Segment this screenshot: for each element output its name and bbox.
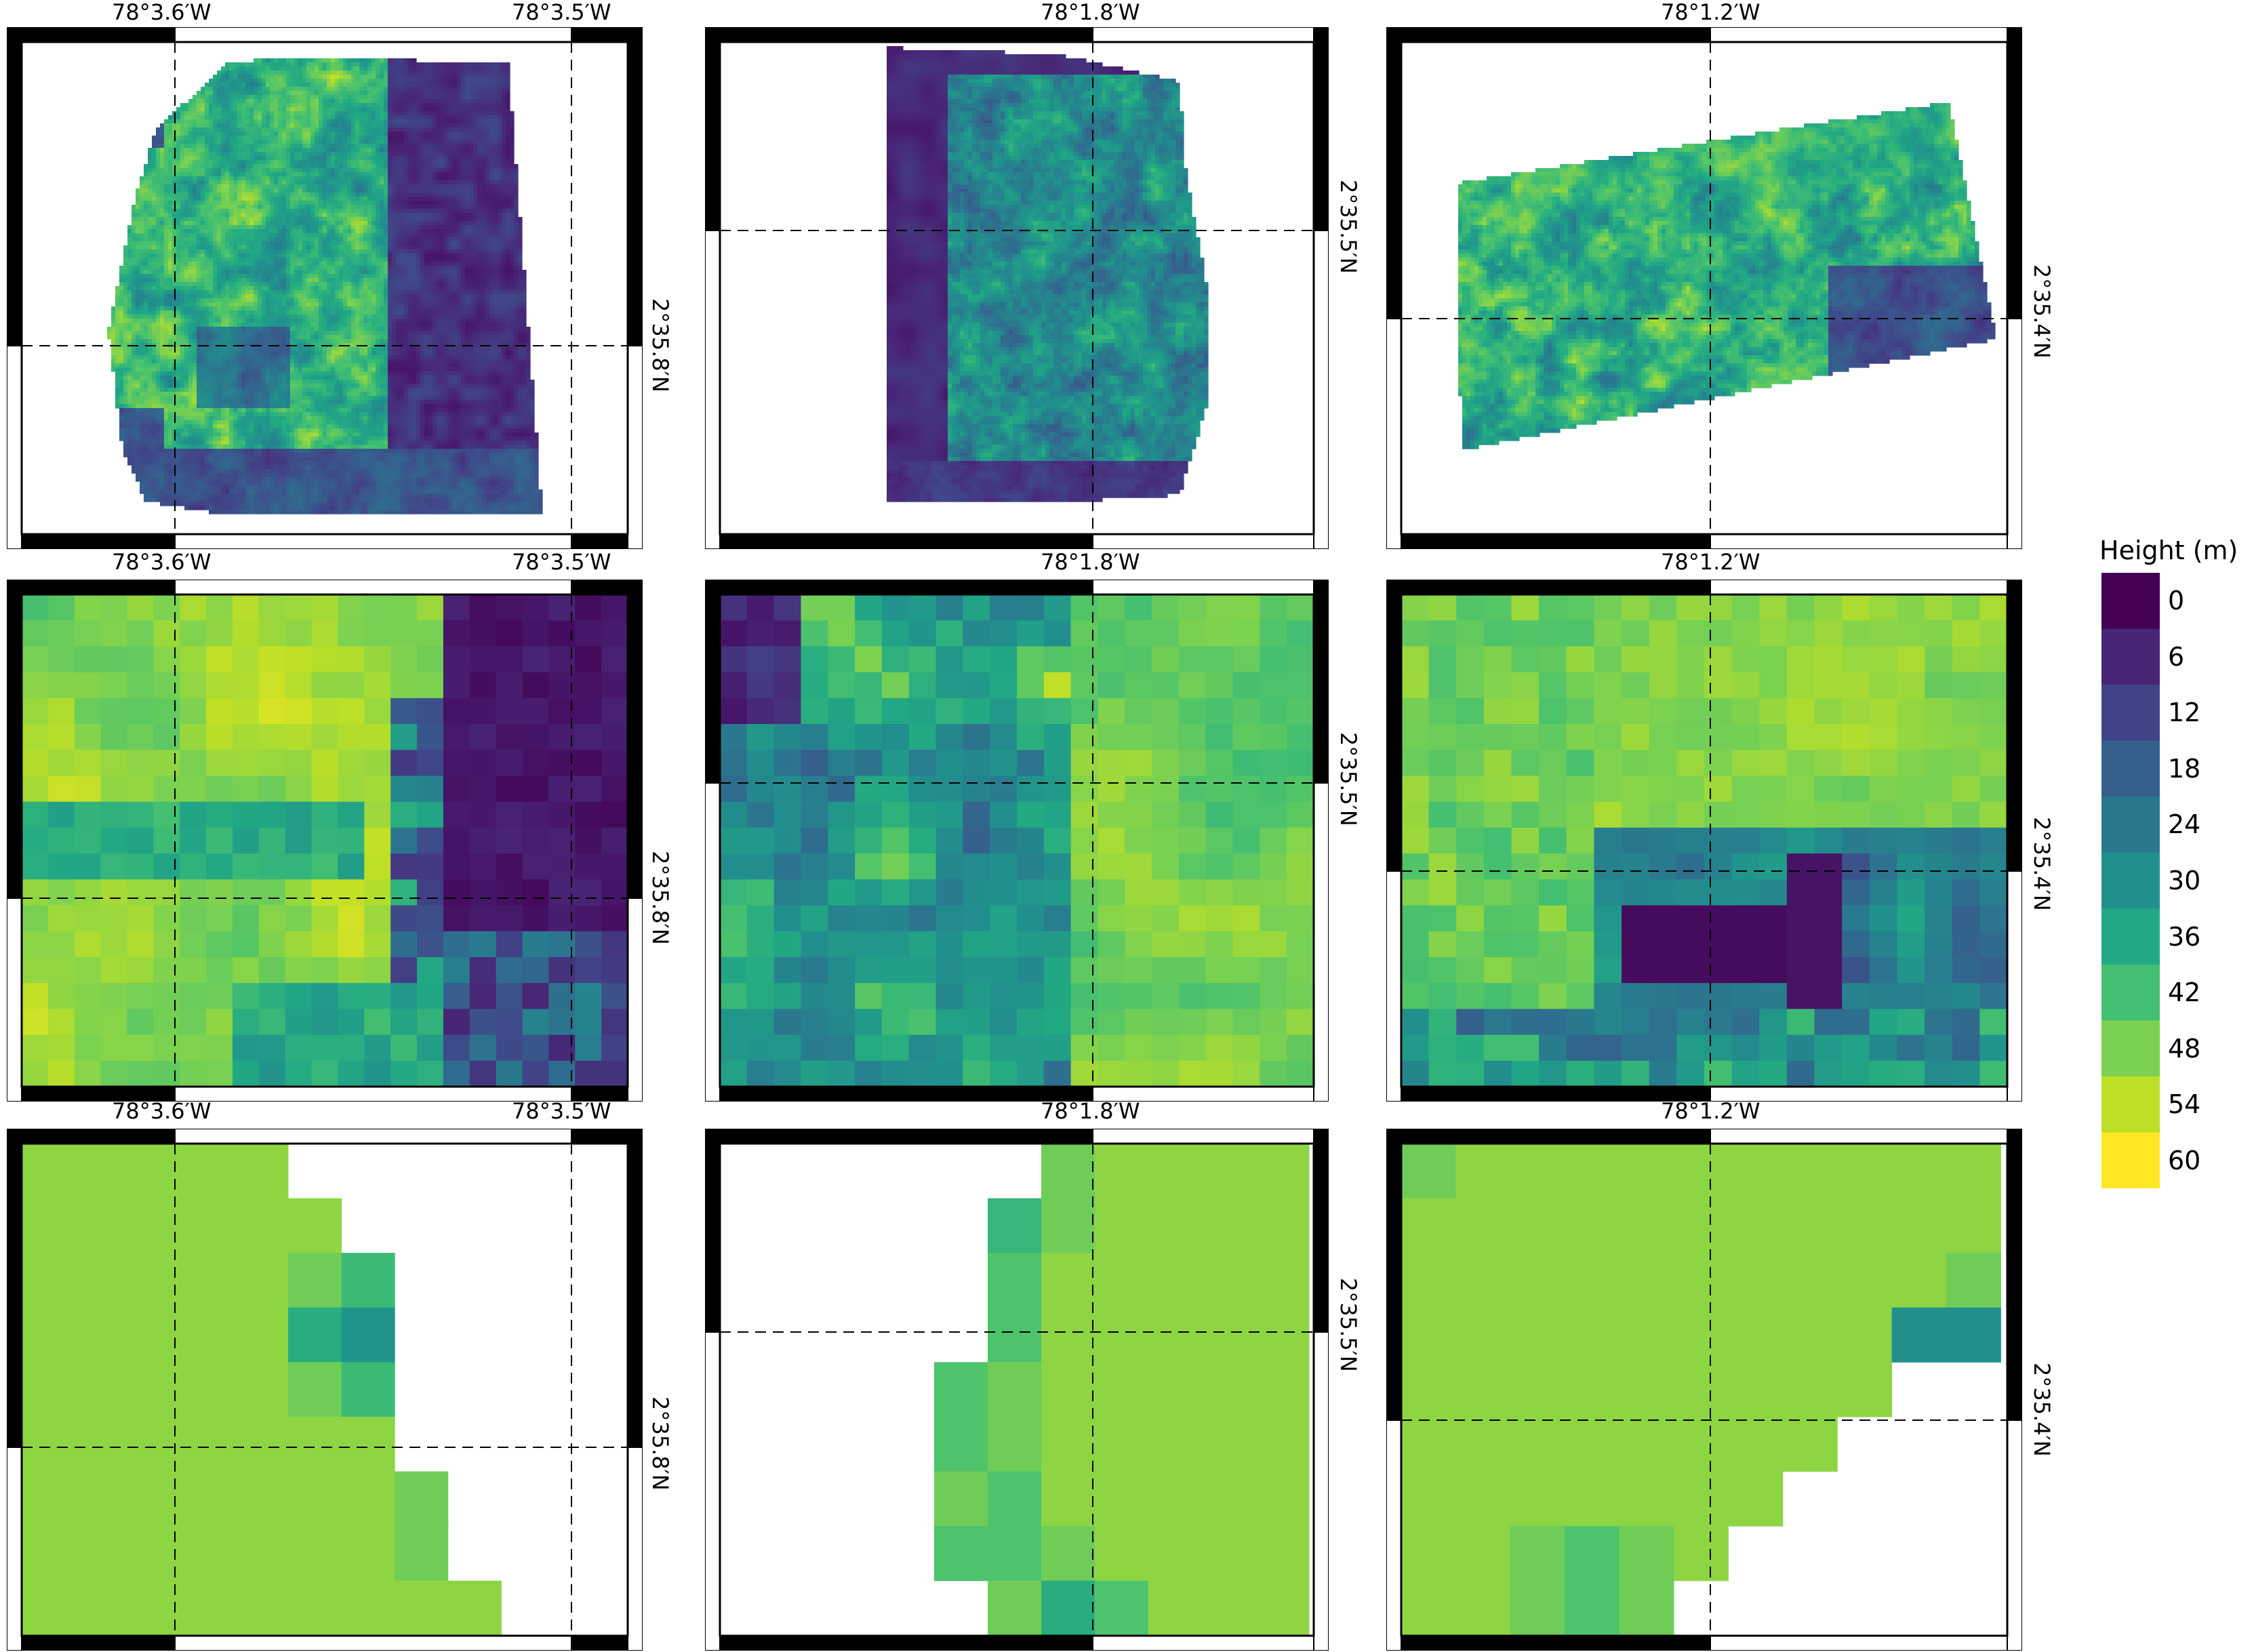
- map-frame: [1386, 27, 2022, 549]
- canopy-height-map-medium: [1386, 580, 2022, 1102]
- lat-label: 2°35.4′N: [2029, 817, 2055, 911]
- colorbar-tick-label: 12: [2168, 700, 2200, 725]
- colorbar-swatch: [2101, 797, 2160, 853]
- canopy-raster: [22, 1144, 502, 1636]
- lon-label: 78°1.8′W: [1041, 1100, 1140, 1122]
- canopy-raster: [1401, 595, 2008, 1087]
- lon-label: 78°3.6′W: [112, 1100, 212, 1122]
- colorbar-tick-label: 54: [2168, 1091, 2200, 1117]
- lat-label: 2°35.5′N: [1335, 1278, 1361, 1372]
- colorbar-swatch: [2101, 1020, 2160, 1077]
- lon-label: 78°3.6′W: [112, 551, 212, 573]
- graticule: [1401, 42, 2007, 534]
- map-frame: [1386, 580, 2022, 1102]
- graticule: [22, 595, 628, 1087]
- canopy-raster: [934, 1144, 1310, 1636]
- canopy-raster: [1458, 103, 1996, 449]
- colorbar-swatch: [2101, 908, 2160, 965]
- canopy-raster: [107, 58, 543, 515]
- colorbar-swatch: [2101, 1132, 2160, 1188]
- graticule: [22, 42, 628, 534]
- graticule: [22, 1144, 628, 1636]
- lat-label: 2°35.5′N: [1335, 180, 1361, 274]
- graticule: [720, 1144, 1314, 1636]
- colorbar-swatch: [2101, 628, 2160, 685]
- lat-label: 2°35.8′N: [647, 851, 673, 945]
- lon-label: 78°3.5′W: [512, 1100, 611, 1122]
- lat-label: 2°35.8′N: [647, 298, 673, 392]
- colorbar-title: Height (m): [2099, 536, 2238, 565]
- map-frame: [7, 580, 643, 1102]
- canopy-height-map-coarse: [7, 1129, 643, 1651]
- colorbar-tick-label: 30: [2168, 868, 2200, 893]
- colorbar-ramp: [2101, 573, 2160, 1188]
- colorbar-tick-label: 0: [2168, 588, 2184, 613]
- colorbar-tick-label: 6: [2168, 644, 2184, 670]
- canopy-raster: [1401, 1144, 2001, 1636]
- canopy-height-map-medium: [705, 580, 1329, 1102]
- colorbar-swatch: [2101, 573, 2160, 630]
- colorbar-swatch: [2101, 964, 2160, 1021]
- colorbar-tick-label: 18: [2168, 756, 2200, 782]
- colorbar-tick-label: 42: [2168, 980, 2200, 1005]
- panel-row1-col3: [1386, 27, 2022, 549]
- lon-label: 78°1.8′W: [1041, 1, 1140, 23]
- graticule: [1401, 595, 2007, 1087]
- lon-label: 78°1.2′W: [1661, 1100, 1760, 1122]
- panel-row3-col3: [1386, 1129, 2022, 1651]
- canopy-height-map-fine: [1386, 27, 2022, 549]
- panel-row3-col1: [7, 1129, 643, 1651]
- map-frame: [1386, 1129, 2022, 1651]
- lat-label: 2°35.4′N: [2029, 264, 2055, 359]
- canopy-height-map-coarse: [1386, 1129, 2022, 1651]
- colorbar-tick-label: 36: [2168, 924, 2200, 950]
- colorbar-swatch: [2101, 852, 2160, 909]
- panel-row2-col2: [705, 580, 1329, 1102]
- colorbar: [2101, 573, 2160, 1188]
- map-frame: [705, 580, 1329, 1102]
- lon-label: 78°3.5′W: [512, 551, 611, 573]
- map-frame: [705, 1129, 1329, 1651]
- panel-row2-col3: [1386, 580, 2022, 1102]
- lon-label: 78°3.5′W: [512, 1, 611, 23]
- map-frame: [7, 27, 643, 549]
- lon-label: 78°1.8′W: [1041, 551, 1140, 573]
- lat-label: 2°35.4′N: [2029, 1363, 2055, 1457]
- canopy-raster: [887, 46, 1209, 502]
- map-frame: [705, 27, 1329, 549]
- colorbar-swatch: [2101, 685, 2160, 742]
- lon-label: 78°3.6′W: [112, 1, 212, 23]
- canopy-raster: [720, 595, 1314, 1087]
- lon-label: 78°1.2′W: [1661, 551, 1760, 573]
- panel-row1-col2: [705, 27, 1329, 549]
- canopy-height-map-fine: [7, 27, 643, 549]
- canopy-height-map-medium: [7, 580, 643, 1102]
- graticule: [1401, 1144, 2007, 1636]
- colorbar-tick-label: 48: [2168, 1036, 2200, 1062]
- colorbar-swatch: [2101, 740, 2160, 797]
- colorbar-tick-label: 24: [2168, 811, 2200, 837]
- graticule: [720, 595, 1314, 1087]
- canopy-raster: [22, 595, 628, 1087]
- canopy-height-map-coarse: [705, 1129, 1329, 1651]
- colorbar-tick-label: 60: [2168, 1148, 2200, 1173]
- panel-row1-col1: [7, 27, 643, 549]
- lon-label: 78°1.2′W: [1661, 1, 1760, 23]
- map-frame: [7, 1129, 643, 1651]
- lat-label: 2°35.5′N: [1335, 732, 1361, 826]
- panel-row2-col1: [7, 580, 643, 1102]
- colorbar-swatch: [2101, 1076, 2160, 1133]
- lat-label: 2°35.8′N: [647, 1396, 673, 1491]
- panel-row3-col2: [705, 1129, 1329, 1651]
- graticule: [720, 42, 1314, 534]
- canopy-height-map-fine: [705, 27, 1329, 549]
